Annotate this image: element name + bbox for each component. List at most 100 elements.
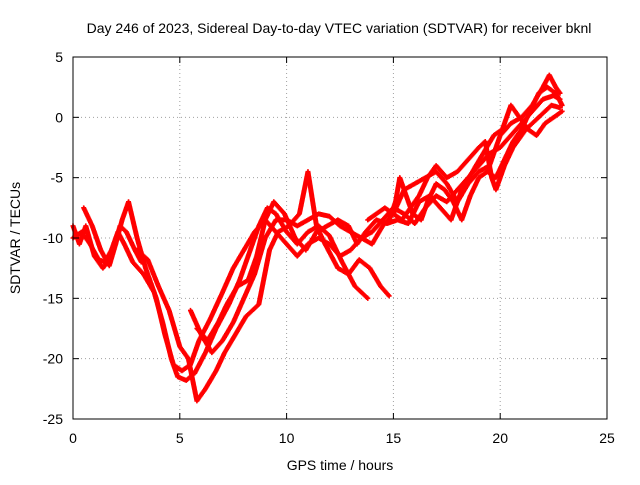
data-point-marker — [493, 164, 507, 193]
data-point-marker — [386, 293, 392, 299]
data-point-marker — [224, 284, 240, 307]
data-point-marker — [230, 248, 246, 271]
data-point-marker — [91, 253, 105, 270]
data-point-marker — [497, 121, 513, 138]
data-point-marker — [177, 344, 191, 361]
data-point-marker — [536, 103, 554, 120]
data-point-marker — [437, 205, 453, 222]
data-point-marker — [497, 133, 513, 150]
data-point-marker — [281, 211, 298, 240]
data-point-marker — [397, 175, 409, 198]
data-point-marker — [534, 121, 547, 138]
data-point-marker — [145, 257, 161, 288]
data-point-marker — [469, 152, 485, 175]
data-point-marker — [241, 230, 257, 253]
data-point-marker — [454, 158, 470, 175]
data-point-marker — [442, 187, 455, 204]
data-point-marker — [256, 248, 272, 307]
data-point-marker — [354, 230, 368, 247]
data-point-marker — [155, 283, 172, 312]
data-point-marker — [230, 297, 246, 325]
data-point-marker — [352, 283, 370, 300]
x-tick-label: 15 — [386, 430, 402, 446]
series-track-3 — [134, 169, 392, 404]
data-layer — [70, 72, 565, 404]
data-point-marker — [322, 241, 340, 270]
data-point-marker — [185, 356, 200, 403]
data-point-marker — [232, 315, 248, 338]
axis-layer: 0 5 10 15 20 25 -25 -20 -15 -10 -5 0 5 — [43, 49, 615, 446]
y-tick-label: 5 — [55, 49, 63, 65]
data-point-marker — [138, 259, 144, 265]
y-tick-label: -5 — [51, 170, 64, 186]
x-tick-label: 0 — [69, 430, 77, 446]
data-point-marker — [305, 169, 319, 228]
data-point-marker — [220, 321, 236, 344]
data-point-marker — [557, 90, 563, 96]
data-point-marker — [303, 230, 319, 253]
data-point-marker — [284, 229, 299, 246]
data-point-marker — [527, 91, 541, 114]
data-point-marker — [465, 146, 481, 163]
data-point-marker — [523, 115, 541, 132]
data-point-marker — [207, 290, 225, 323]
data-point-marker — [346, 223, 360, 246]
data-point-marker — [123, 229, 137, 252]
data-point-marker — [508, 102, 522, 119]
chart-title: Day 246 of 2023, Sidereal Day-to-day VTE… — [87, 20, 592, 36]
y-tick-label: -20 — [43, 351, 63, 367]
y-axis-label: SDTVAR / TECUs — [7, 182, 23, 294]
data-point-marker — [407, 194, 421, 211]
data-point-marker — [510, 127, 528, 150]
data-point-marker — [416, 176, 430, 199]
data-point-marker — [130, 259, 146, 276]
data-point-marker — [346, 258, 361, 277]
data-point-marker — [213, 351, 227, 374]
data-point-marker — [363, 218, 378, 235]
data-point-marker — [508, 121, 524, 138]
data-point-marker — [378, 283, 391, 298]
data-point-marker — [557, 105, 563, 111]
data-point-marker — [369, 224, 385, 247]
data-point-marker — [501, 140, 515, 163]
data-point-marker — [459, 170, 475, 193]
data-point-marker — [326, 241, 342, 258]
data-point-marker — [356, 257, 372, 270]
data-point-marker — [121, 241, 135, 264]
y-tick-label: 0 — [55, 109, 63, 125]
data-point-marker — [83, 223, 97, 258]
data-point-marker — [540, 93, 555, 102]
data-point-marker — [418, 200, 430, 223]
x-tick-label: 10 — [279, 430, 295, 446]
y-tick-label: -10 — [43, 230, 63, 246]
data-point-marker — [493, 158, 507, 181]
data-point-marker — [367, 265, 383, 288]
data-point-marker — [292, 235, 308, 252]
data-point-marker — [245, 254, 259, 283]
data-point-marker — [117, 223, 128, 234]
data-point-marker — [425, 182, 439, 205]
x-tick-label: 5 — [176, 430, 184, 446]
data-point-marker — [126, 199, 140, 240]
y-tick-label: -25 — [43, 411, 63, 427]
data-point-marker — [553, 90, 565, 107]
x-tick-label: 20 — [492, 430, 508, 446]
data-point-marker — [499, 103, 513, 132]
data-point-marker — [510, 127, 524, 144]
grid-layer — [73, 57, 607, 419]
data-point-marker — [205, 321, 221, 344]
data-point-marker — [254, 218, 268, 259]
data-point-marker — [482, 138, 494, 179]
data-point-marker — [546, 72, 558, 89]
data-point-marker — [162, 332, 176, 366]
data-point-marker — [143, 265, 159, 300]
data-point-marker — [153, 295, 168, 336]
data-point-marker — [365, 295, 371, 301]
data-point-marker — [284, 241, 299, 258]
data-point-marker — [81, 205, 95, 228]
data-point-marker — [262, 218, 278, 241]
x-tick-label: 25 — [599, 430, 615, 446]
data-point-marker — [241, 272, 257, 301]
